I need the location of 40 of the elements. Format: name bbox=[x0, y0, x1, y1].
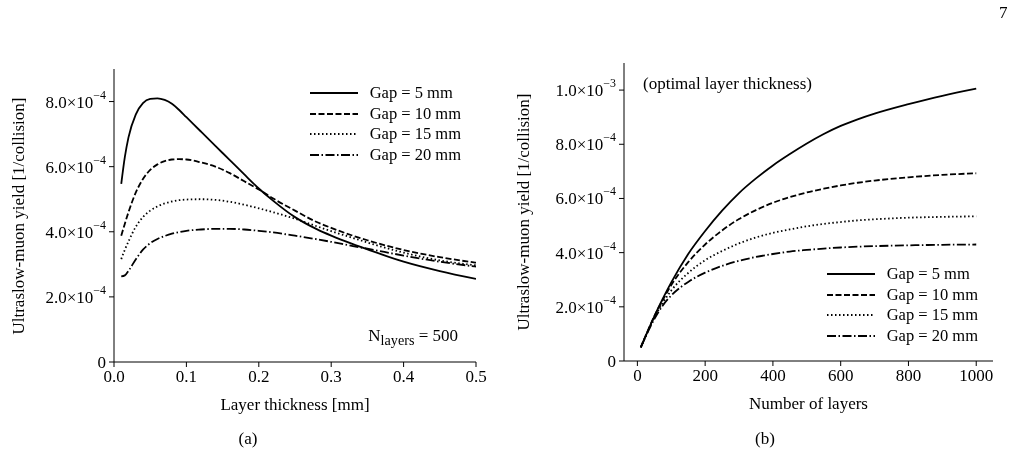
x-tick-label: 200 bbox=[692, 366, 718, 386]
x-axis-title: Layer thickness [mm] bbox=[220, 395, 370, 415]
y-tick-label: 8.0×10$^{−4}$ bbox=[45, 87, 107, 112]
text: 7 bbox=[999, 2, 1008, 24]
legend-label: Gap = 5 mm bbox=[886, 264, 970, 285]
legend-label: Gap = 10 mm bbox=[886, 284, 978, 305]
y-tick-label: 8.0×10$^{−4}$ bbox=[555, 130, 617, 154]
x-tick-label: 0.4 bbox=[392, 367, 415, 387]
y-tick-label: 1.0×10$^{−3}$ bbox=[555, 76, 617, 100]
x-tick-label: 600 bbox=[827, 366, 854, 386]
x-tick-label: 0.5 bbox=[465, 367, 487, 387]
y-axis-title: Ultraslow-muon yield [1/collision] bbox=[9, 96, 29, 335]
y-tick-label: 0 bbox=[97, 352, 106, 372]
y-tick-label: 4.0×10$^{−4}$ bbox=[555, 238, 617, 263]
annotation: (optimal layer thickness) bbox=[643, 73, 813, 95]
legend-label: Gap = 10 mm bbox=[369, 103, 461, 124]
y-tick-label: 2.0×10$^{−4}$ bbox=[45, 282, 107, 307]
legend-label: Gap = 20 mm bbox=[886, 325, 978, 346]
x-tick-label: 0.1 bbox=[175, 367, 198, 387]
x-tick-label: 0 bbox=[633, 366, 642, 386]
y-tick-label: 0 bbox=[607, 351, 616, 371]
legend-label: Gap = 20 mm bbox=[369, 144, 461, 165]
y-axis-title: Ultraslow-muon yield [1/collision] bbox=[514, 93, 534, 331]
legend-label: Gap = 15 mm bbox=[369, 124, 461, 145]
x-tick-label: 1000 bbox=[959, 366, 994, 386]
y-tick-label: 6.0×10$^{−4}$ bbox=[45, 152, 107, 177]
x-axis-title: Number of layers bbox=[749, 394, 868, 414]
text: (a) bbox=[238, 428, 258, 450]
x-tick-label: 0.0 bbox=[103, 367, 125, 387]
legend-label: Gap = 5 mm bbox=[369, 83, 453, 104]
text: (b) bbox=[755, 428, 775, 450]
x-tick-label: 0.2 bbox=[248, 367, 270, 387]
y-tick-label: 4.0×10$^{−4}$ bbox=[45, 217, 107, 242]
x-tick-label: 400 bbox=[760, 366, 786, 386]
x-tick-label: 800 bbox=[895, 366, 922, 386]
x-tick-label: 0.3 bbox=[320, 367, 342, 387]
legend-label: Gap = 15 mm bbox=[886, 305, 978, 326]
y-tick-label: 6.0×10$^{−4}$ bbox=[555, 184, 617, 208]
y-tick-label: 2.0×10$^{−4}$ bbox=[555, 292, 617, 317]
annotation: N$_{layers}$ = 500 bbox=[368, 325, 458, 351]
